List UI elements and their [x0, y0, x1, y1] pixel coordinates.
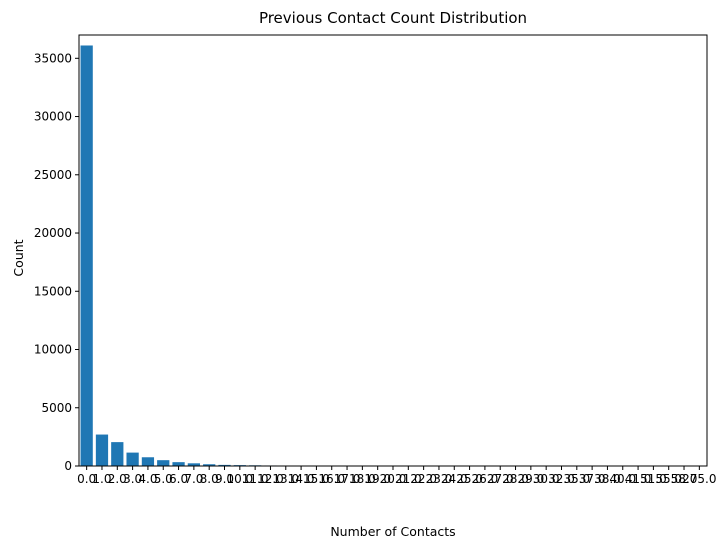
bar-5.0	[157, 460, 169, 466]
x-ticks-group: 0.01.02.03.04.05.06.07.08.09.010.011.012…	[77, 466, 716, 486]
x-axis-label: Number of Contacts	[330, 524, 455, 539]
y-tick-label: 30000	[34, 110, 72, 124]
y-tick-label: 5000	[41, 401, 72, 415]
y-axis-label: Count	[11, 239, 26, 276]
bar-3.0	[126, 453, 138, 466]
y-tick-label: 0	[64, 459, 72, 473]
plot-frame	[79, 35, 707, 466]
bar-2.0	[111, 442, 123, 466]
chart-title: Previous Contact Count Distribution	[259, 9, 527, 27]
bar-1.0	[96, 435, 108, 466]
x-tick-label: 275.0	[682, 472, 716, 486]
y-ticks-group: 0 5000 10000 15000 20000 25000 30000 35000	[34, 51, 79, 473]
y-tick-label: 20000	[34, 226, 72, 240]
y-tick-label: 15000	[34, 284, 72, 298]
y-tick-label: 10000	[34, 343, 72, 357]
bars-group	[81, 45, 706, 466]
bar-4.0	[142, 457, 154, 466]
bar-6.0	[172, 462, 184, 466]
bar-0.0	[81, 45, 93, 466]
y-tick-label: 35000	[34, 51, 72, 65]
y-tick-label: 25000	[34, 168, 72, 182]
